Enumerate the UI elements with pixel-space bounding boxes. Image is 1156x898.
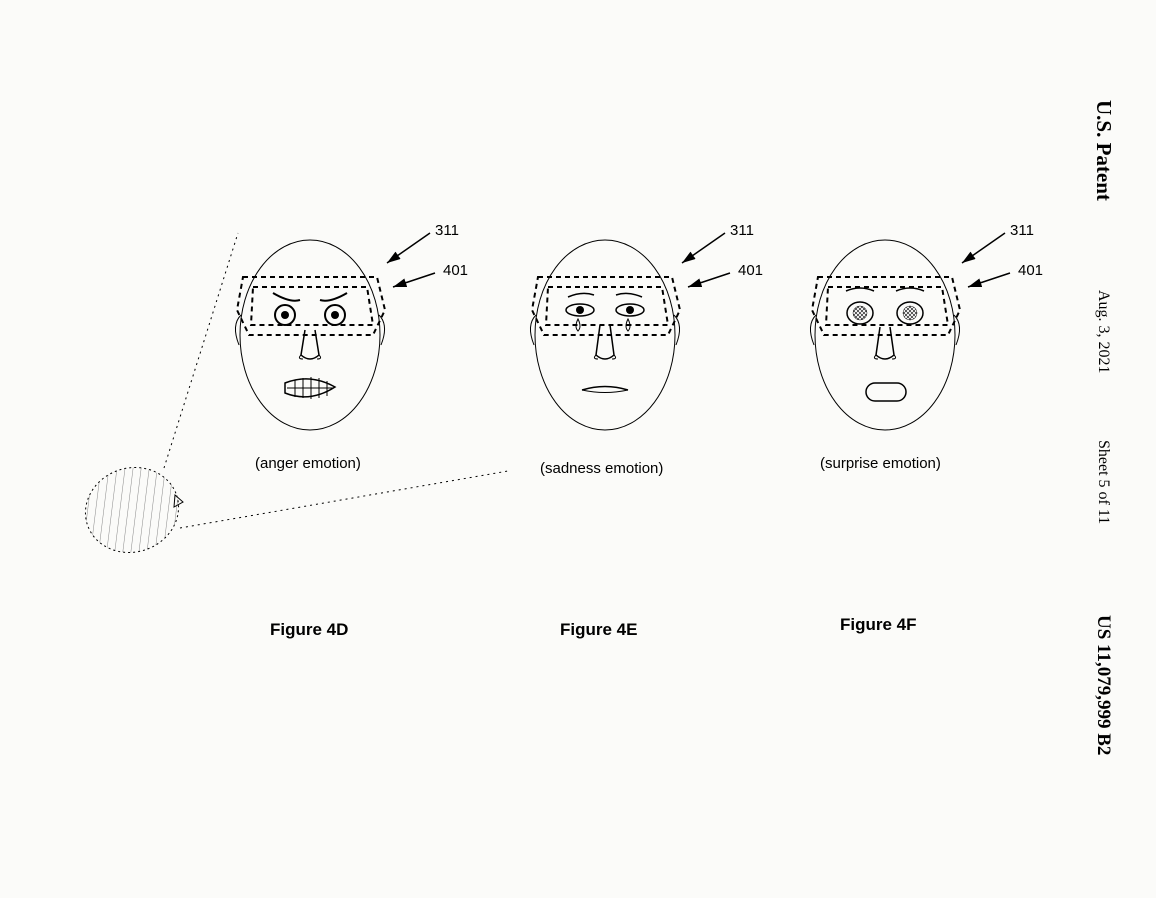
patent-sheet: Sheet 5 of 11 xyxy=(1094,440,1112,524)
patent-date: Aug. 3, 2021 xyxy=(1094,290,1112,374)
ref-401-e: 401 xyxy=(738,262,763,279)
ref-401-f: 401 xyxy=(1018,262,1043,279)
detail-circle xyxy=(80,460,190,570)
figure-4d-face xyxy=(225,225,395,445)
figure-label-d: Figure 4D xyxy=(270,620,348,640)
patent-sidebar: U.S. Patent Aug. 3, 2021 Sheet 5 of 11 U… xyxy=(1066,0,1126,898)
emotion-label-d: (anger emotion) xyxy=(255,455,361,472)
emotion-label-f: (surprise emotion) xyxy=(820,455,941,472)
emotion-label-e: (sadness emotion) xyxy=(540,460,663,477)
figure-label-e: Figure 4E xyxy=(560,620,637,640)
ref-401-d: 401 xyxy=(443,262,468,279)
patent-header: U.S. Patent xyxy=(1091,100,1116,201)
projection-lines xyxy=(0,0,1050,898)
ref-311-d: 311 xyxy=(435,222,459,239)
figure-label-f: Figure 4F xyxy=(840,615,917,635)
figure-4f-face xyxy=(800,225,970,445)
figure-4e-face xyxy=(520,225,690,445)
patent-number: US 11,079,999 B2 xyxy=(1092,615,1114,755)
ref-311-e: 311 xyxy=(730,222,754,239)
ref-311-f: 311 xyxy=(1010,222,1034,239)
patent-figure-area: 311 401 (anger emotion) Figure 4D xyxy=(0,0,1050,898)
